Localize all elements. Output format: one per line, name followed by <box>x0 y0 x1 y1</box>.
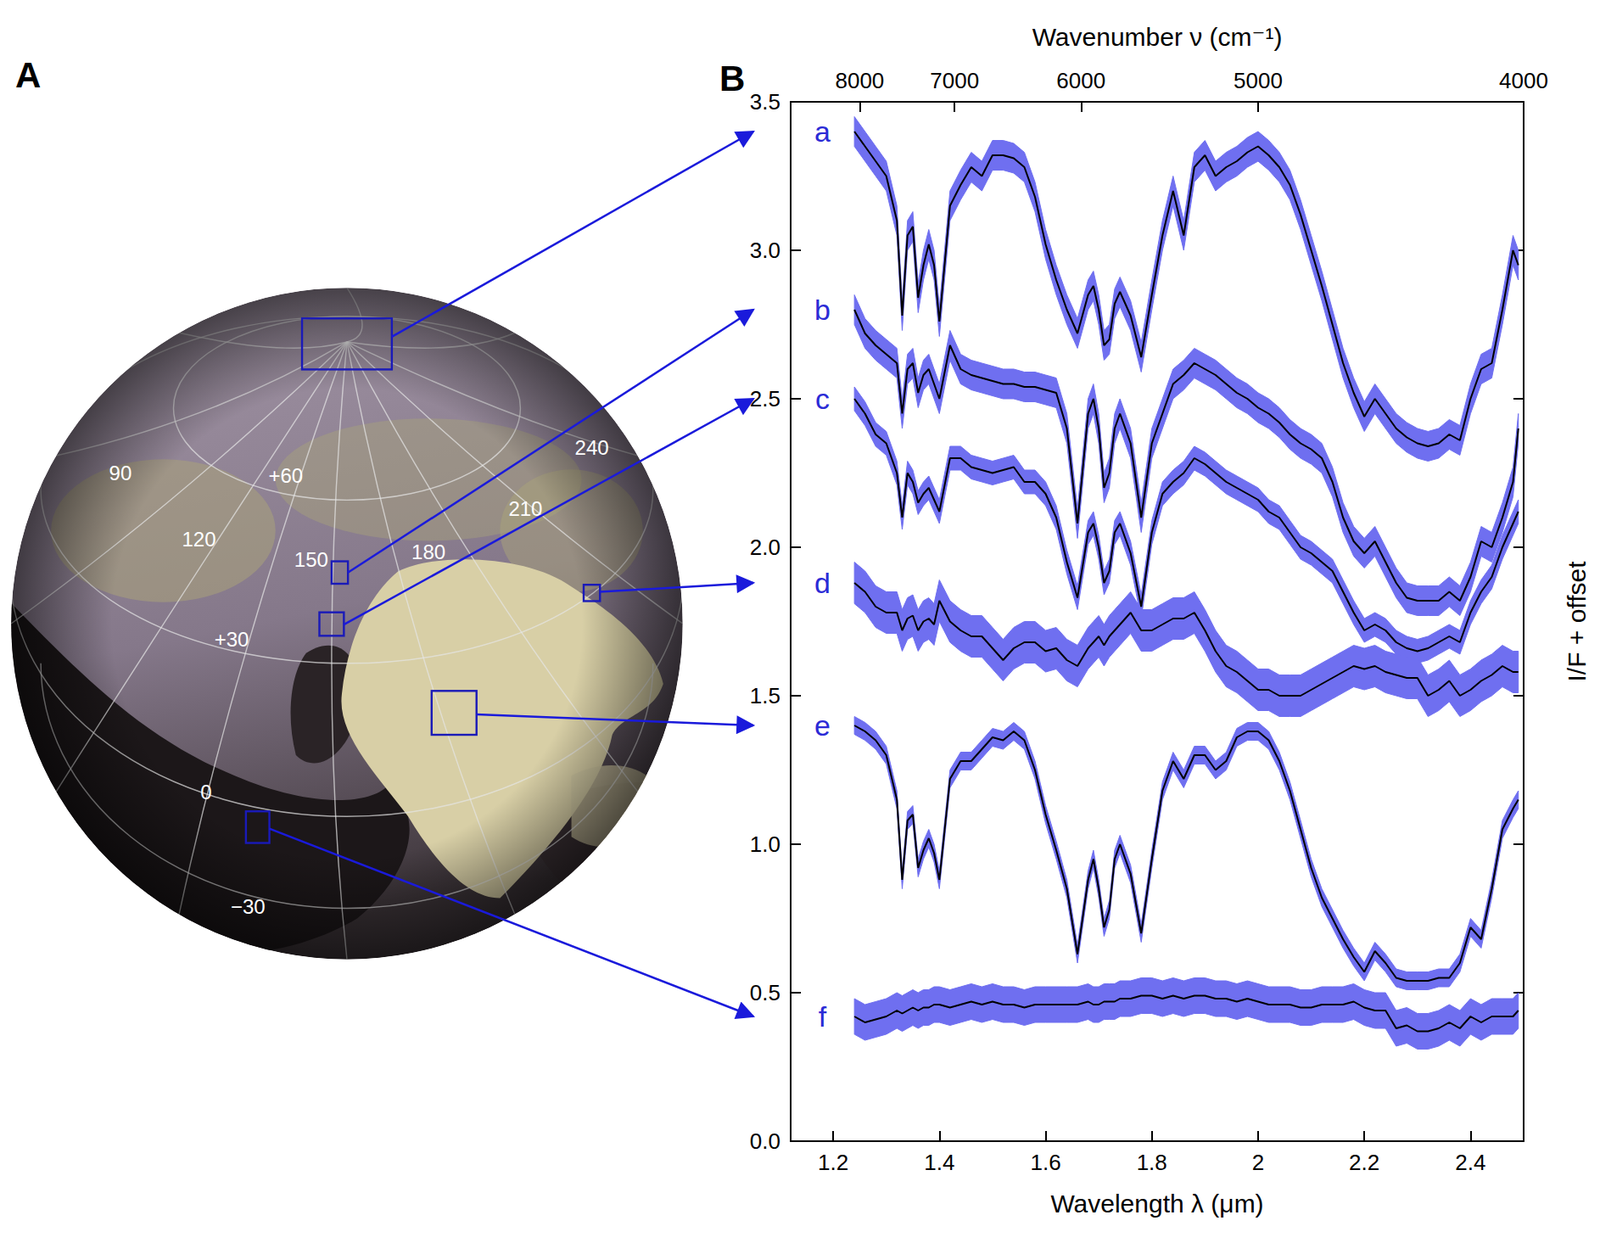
svg-text:6000: 6000 <box>1056 67 1106 94</box>
svg-text:c: c <box>815 382 830 415</box>
svg-text:d: d <box>814 566 831 599</box>
svg-text:4000: 4000 <box>1499 67 1549 94</box>
svg-text:2.2: 2.2 <box>1348 1149 1380 1175</box>
svg-text:1.2: 1.2 <box>817 1149 849 1175</box>
svg-text:+30: +30 <box>214 627 250 651</box>
svg-text:240: 240 <box>575 436 610 459</box>
svg-text:1.8: 1.8 <box>1136 1149 1168 1175</box>
svg-text:0.0: 0.0 <box>749 1128 781 1154</box>
svg-text:−30: −30 <box>230 895 266 918</box>
svg-text:210: 210 <box>508 497 543 521</box>
svg-text:B: B <box>719 58 745 99</box>
svg-text:2.0: 2.0 <box>749 534 781 560</box>
svg-text:+60: +60 <box>268 464 303 487</box>
svg-text:2: 2 <box>1252 1149 1265 1175</box>
svg-text:Wavelength λ (μm): Wavelength λ (μm) <box>1050 1189 1264 1218</box>
svg-text:Wavenumber ν (cm⁻¹): Wavenumber ν (cm⁻¹) <box>1032 22 1283 51</box>
svg-text:90: 90 <box>109 461 133 485</box>
svg-text:7000: 7000 <box>929 67 980 94</box>
svg-text:A: A <box>15 55 41 96</box>
svg-text:a: a <box>814 115 831 148</box>
svg-text:1.0: 1.0 <box>749 831 781 857</box>
svg-text:120: 120 <box>181 527 216 551</box>
svg-text:f: f <box>818 1000 828 1033</box>
svg-text:I/F + offset: I/F + offset <box>1562 560 1591 683</box>
svg-text:0.5: 0.5 <box>749 979 781 1006</box>
svg-text:2.5: 2.5 <box>749 386 781 412</box>
svg-text:8000: 8000 <box>834 67 884 94</box>
svg-text:5000: 5000 <box>1233 67 1283 94</box>
svg-text:0: 0 <box>200 780 212 804</box>
svg-text:e: e <box>814 709 831 742</box>
svg-text:3.0: 3.0 <box>749 237 781 263</box>
svg-text:1.6: 1.6 <box>1029 1149 1061 1175</box>
svg-text:1.5: 1.5 <box>749 682 781 709</box>
svg-text:150: 150 <box>294 548 329 571</box>
svg-text:1.4: 1.4 <box>923 1149 955 1175</box>
svg-text:2.4: 2.4 <box>1454 1149 1486 1175</box>
svg-text:b: b <box>814 293 831 326</box>
svg-text:3.5: 3.5 <box>749 89 781 115</box>
svg-text:180: 180 <box>411 540 446 564</box>
